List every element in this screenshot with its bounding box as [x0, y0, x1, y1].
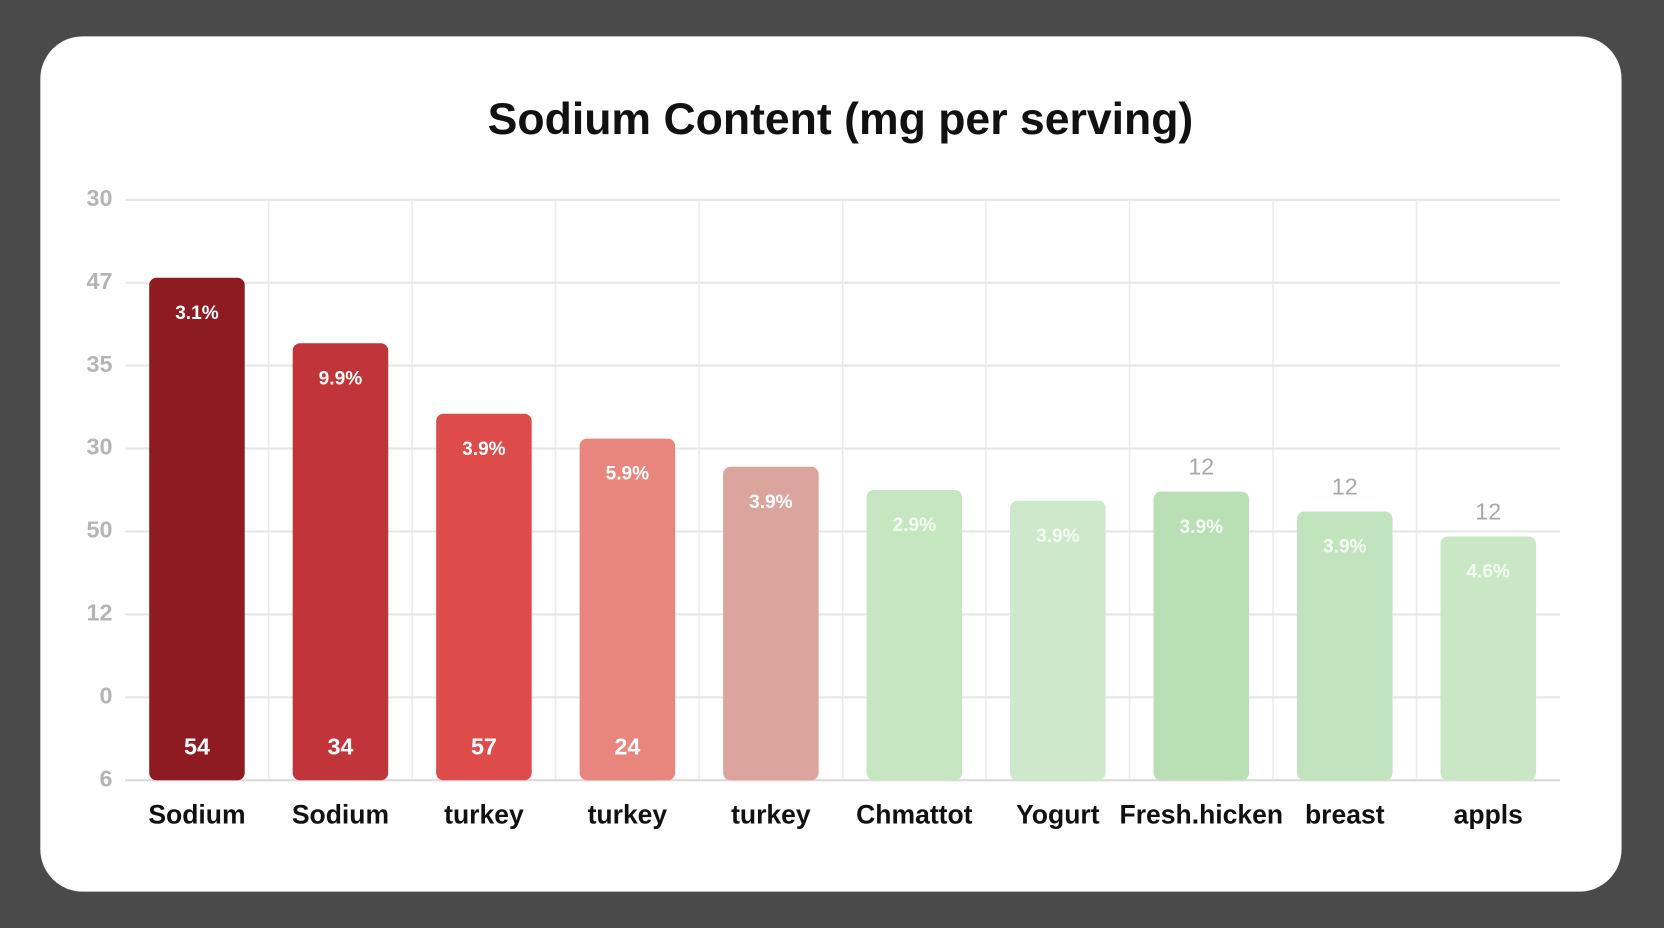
bar-inner-label: 3.9%: [1180, 517, 1224, 538]
y-tick-label: 30: [87, 434, 113, 460]
bar: [149, 277, 245, 781]
bar-top-label: 12: [1332, 473, 1358, 499]
y-tick-label: 12: [87, 600, 113, 626]
bar-inner-label: 3.9%: [1323, 537, 1367, 558]
x-tick-label: breast: [1305, 799, 1385, 829]
x-tick-label: Sodium: [148, 799, 245, 829]
y-tick-label: 30: [87, 185, 113, 211]
bar: [1440, 536, 1537, 781]
x-tick-label: turkey: [731, 799, 811, 829]
bar-bottom-label: 54: [184, 734, 210, 760]
x-tick-label: Yogurt: [1016, 799, 1100, 829]
x-tick-label: Fresh.hicken: [1120, 799, 1284, 829]
x-tick-label: turkey: [444, 799, 524, 829]
bar-inner-label: 4.6%: [1466, 562, 1510, 583]
y-tick-label: 35: [87, 351, 113, 377]
bar-inner-label: 3.9%: [1036, 526, 1080, 547]
y-tick-label: 0: [100, 682, 113, 708]
x-tick-label: Chmattot: [856, 799, 973, 829]
bar-inner-label: 3.9%: [749, 492, 793, 513]
y-tick-label: 47: [87, 268, 113, 294]
bar-bottom-label: 24: [614, 734, 640, 760]
bar-top-label: 12: [1188, 453, 1214, 479]
bar: [436, 413, 532, 781]
bar-inner-label: 2.9%: [893, 515, 937, 536]
bar-inner-label: 5.9%: [606, 464, 650, 485]
bar: [292, 343, 389, 781]
chart-title: Sodium Content (mg per serving): [488, 95, 1194, 144]
x-tick-label: turkey: [588, 799, 668, 829]
x-tick-label: appls: [1454, 799, 1523, 829]
bar: [1153, 491, 1250, 781]
y-tick-label: 6: [100, 765, 113, 791]
bar-top-label: 12: [1475, 498, 1501, 524]
x-tick-label: Sodium: [292, 799, 389, 829]
bar-inner-label: 9.9%: [319, 368, 363, 389]
bar: [1010, 500, 1106, 781]
bar-inner-label: 3.1%: [175, 303, 219, 324]
bar-bottom-label: 57: [471, 734, 497, 760]
bar: [723, 466, 819, 781]
bar: [579, 438, 676, 781]
bar-inner-label: 3.9%: [462, 439, 506, 460]
bar-bottom-label: 34: [327, 734, 353, 760]
bar: [866, 490, 963, 781]
y-tick-label: 50: [87, 517, 113, 543]
bar: [1297, 511, 1393, 781]
